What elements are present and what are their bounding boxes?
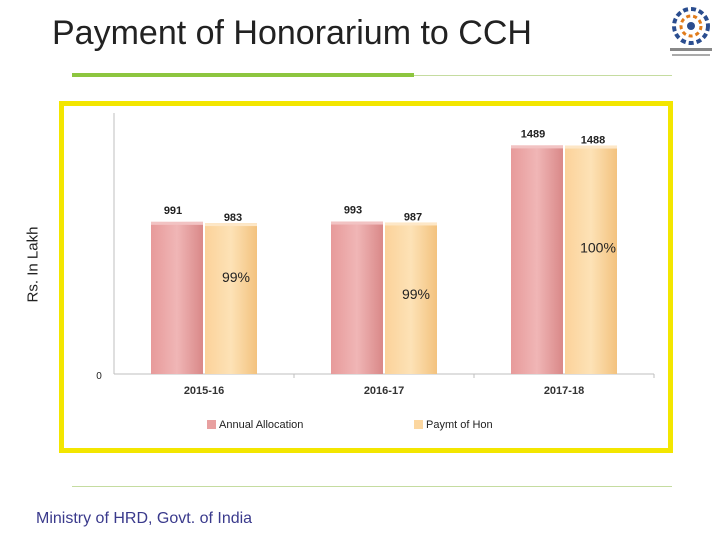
emblem-caption-line-2 (672, 54, 710, 56)
bar-payment-2017-18 (565, 145, 617, 374)
y-axis-title: Rs. In Lakh (24, 226, 42, 303)
slide-title: Payment of Honorarium to CCH (52, 14, 532, 52)
data-label-allocation-2016-17: 993 (344, 205, 362, 217)
bar-allocation-2015-16 (151, 221, 203, 374)
bar-top-allocation-2017-18 (511, 145, 563, 149)
bar-top-allocation-2016-17 (331, 221, 383, 225)
data-label-allocation-2015-16: 991 (164, 205, 182, 217)
bar-allocation-2016-17 (331, 221, 383, 374)
percent-label-2017-18: 100% (580, 240, 616, 256)
footer-text: Ministry of HRD, Govt. of India (36, 510, 253, 527)
legend-swatch-payment (414, 420, 423, 429)
legend-swatch-allocation (207, 420, 216, 429)
bar-top-payment-2015-16 (205, 223, 257, 227)
bar-payment-2016-17 (385, 222, 437, 374)
x-tick-label-2016-17: 2016-17 (364, 385, 404, 397)
data-label-payment-2017-18: 1488 (581, 135, 605, 147)
ministry-emblem-icon (670, 7, 712, 56)
title-underline (72, 73, 672, 77)
data-label-payment-2015-16: 983 (224, 212, 242, 224)
x-tick-label-2015-16: 2015-16 (184, 385, 224, 397)
bottom-rule (72, 486, 672, 487)
chart-frame: 0 2015-16 991 983 2016-17 993 987 2017-18 1489 14… (59, 101, 673, 453)
bar-top-payment-2016-17 (385, 222, 437, 226)
emblem-caption-line-1 (670, 48, 712, 51)
data-label-payment-2016-17: 987 (404, 211, 422, 223)
legend-label-payment: Paymt of Hon (426, 419, 493, 431)
percent-label-2015-16: 99% (222, 269, 250, 285)
percent-label-2016-17: 99% (402, 286, 430, 302)
legend-label-allocation: Annual Allocation (219, 419, 303, 431)
title-underline-rule (414, 75, 672, 76)
bar-chart: 0 2015-16 991 983 2016-17 993 987 2017-18 1489 14… (64, 106, 668, 448)
x-tick-label-2017-18: 2017-18 (544, 385, 584, 397)
emblem-ring (672, 7, 710, 45)
title-underline-accent (72, 73, 414, 77)
bar-payment-2015-16 (205, 223, 257, 374)
bar-allocation-2017-18 (511, 145, 563, 374)
bar-top-allocation-2015-16 (151, 221, 203, 225)
y-tick-label-0: 0 (96, 371, 102, 382)
bar-top-payment-2017-18 (565, 145, 617, 149)
data-label-allocation-2017-18: 1489 (521, 128, 545, 140)
